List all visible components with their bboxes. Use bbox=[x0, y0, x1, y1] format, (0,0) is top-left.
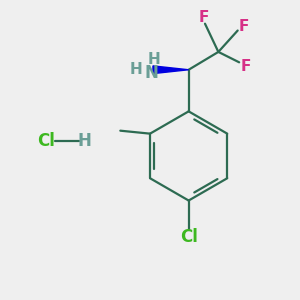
Text: F: F bbox=[198, 10, 209, 25]
Text: Cl: Cl bbox=[37, 132, 55, 150]
Text: N: N bbox=[145, 64, 158, 82]
Text: Cl: Cl bbox=[180, 228, 198, 246]
Text: H: H bbox=[78, 132, 92, 150]
Text: H: H bbox=[130, 62, 142, 77]
Text: H: H bbox=[148, 52, 161, 67]
Text: F: F bbox=[241, 59, 251, 74]
Polygon shape bbox=[153, 66, 189, 74]
Text: F: F bbox=[239, 20, 249, 34]
